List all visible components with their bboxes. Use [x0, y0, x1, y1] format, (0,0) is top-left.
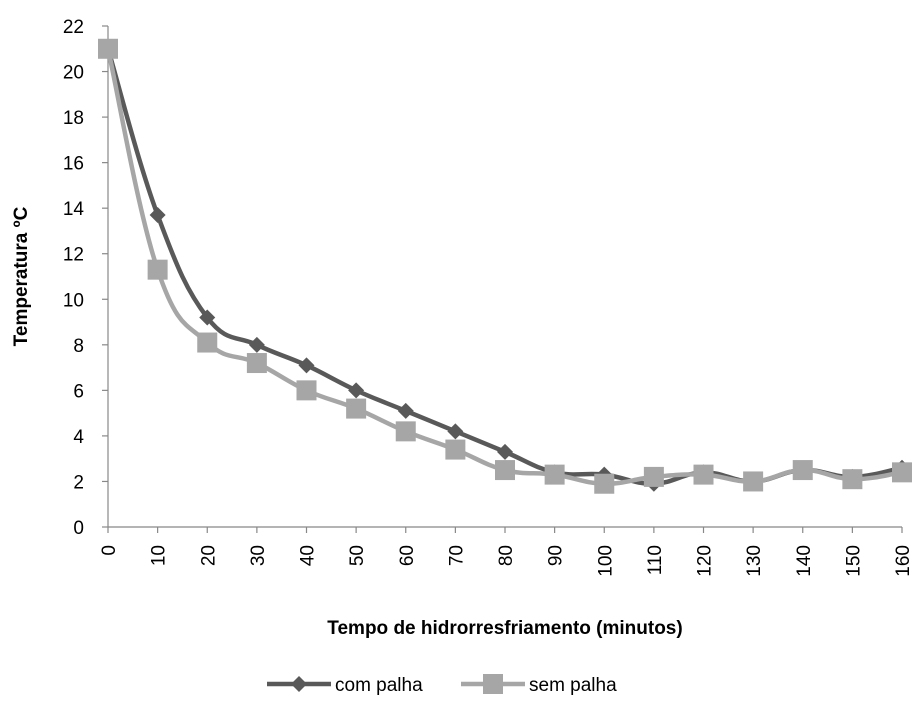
y-axis-ticks: 0 2 4 6 8 10 12 14 16 18 20 22 [63, 17, 108, 539]
data-point [346, 398, 367, 419]
x-axis-ticks: 0 10 20 30 40 50 60 70 80 90 100 110 120 130 140 150 160 [99, 527, 914, 577]
y-tick-label: 10 [63, 290, 84, 311]
x-tick-label: 30 [248, 545, 269, 566]
series-line [105, 48, 903, 486]
x-tick-label: 90 [546, 545, 567, 566]
data-point [147, 259, 168, 280]
series-1 [100, 40, 910, 492]
data-point [397, 402, 414, 419]
data-point [792, 460, 813, 481]
data-point [348, 382, 365, 399]
data-point [497, 443, 513, 460]
x-tick-label: 20 [198, 545, 219, 566]
x-tick-label: 100 [595, 545, 616, 577]
x-tick-label: 40 [298, 545, 319, 566]
y-tick-label: 4 [73, 427, 84, 448]
data-point [594, 473, 615, 494]
x-tick-label: 10 [149, 545, 170, 566]
data-point [842, 469, 863, 490]
data-point [298, 357, 315, 374]
x-tick-label: 70 [446, 545, 467, 566]
data-point [149, 207, 166, 224]
x-tick-label: 130 [744, 545, 765, 577]
legend-item-1: com palha [267, 675, 423, 696]
data-point [248, 336, 265, 353]
x-tick-label: 140 [794, 545, 815, 577]
y-tick-label: 2 [73, 472, 84, 493]
legend-item-2: sem palha [461, 674, 617, 696]
x-axis-title: Tempo de hidrorresfriamento (minutos) [327, 618, 682, 639]
legend-label: sem palha [529, 675, 617, 696]
x-tick-label: 0 [99, 545, 120, 556]
x-tick-label: 80 [496, 545, 517, 566]
y-tick-label: 22 [63, 17, 84, 38]
y-tick-label: 16 [63, 154, 84, 175]
data-point [495, 460, 515, 481]
data-point [246, 353, 267, 374]
x-tick-label: 150 [843, 545, 864, 577]
data-point [892, 462, 912, 483]
data-point [395, 421, 416, 442]
series-line [105, 48, 903, 486]
legend-marker [483, 674, 503, 694]
y-tick-label: 0 [73, 518, 84, 539]
data-point [743, 471, 764, 492]
y-tick-label: 20 [63, 63, 84, 84]
x-tick-label: 110 [645, 545, 666, 575]
data-point [693, 464, 714, 485]
data-point [98, 38, 118, 59]
x-tick-label: 60 [397, 545, 418, 566]
legend: com palha sem palha [267, 674, 617, 696]
legend-marker [291, 676, 307, 692]
x-tick-label: 50 [347, 545, 368, 566]
series-layer [98, 38, 912, 494]
series-2 [98, 38, 912, 494]
data-point [643, 466, 664, 487]
y-tick-label: 8 [73, 336, 84, 357]
y-axis-title: Temperatura ºC [11, 206, 32, 346]
y-tick-label: 14 [63, 199, 85, 220]
data-point [447, 423, 464, 440]
x-tick-label: 160 [893, 545, 914, 577]
data-point [296, 380, 317, 401]
y-tick-label: 18 [63, 108, 84, 129]
y-tick-label: 12 [63, 245, 84, 266]
x-tick-label: 120 [695, 545, 716, 577]
data-point [544, 464, 565, 485]
y-tick-label: 6 [73, 381, 84, 402]
data-point [199, 309, 216, 326]
data-point [197, 332, 218, 353]
legend-label: com palha [335, 675, 423, 696]
data-point [445, 439, 466, 460]
